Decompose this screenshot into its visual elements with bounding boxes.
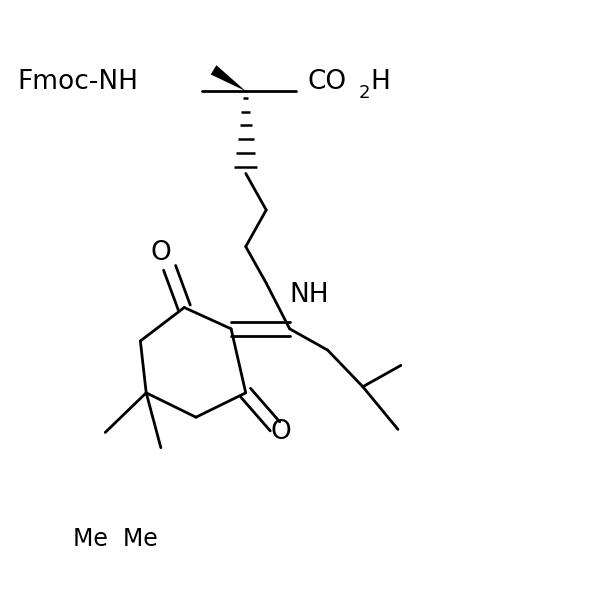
Text: H: H [371, 69, 390, 95]
Text: O: O [151, 240, 171, 266]
Text: 2: 2 [359, 84, 370, 102]
Text: Fmoc-NH: Fmoc-NH [17, 69, 138, 95]
Text: CO: CO [307, 69, 346, 95]
Text: NH: NH [290, 282, 329, 308]
Polygon shape [211, 65, 246, 91]
Text: O: O [271, 419, 291, 445]
Text: Me  Me: Me Me [73, 527, 158, 551]
